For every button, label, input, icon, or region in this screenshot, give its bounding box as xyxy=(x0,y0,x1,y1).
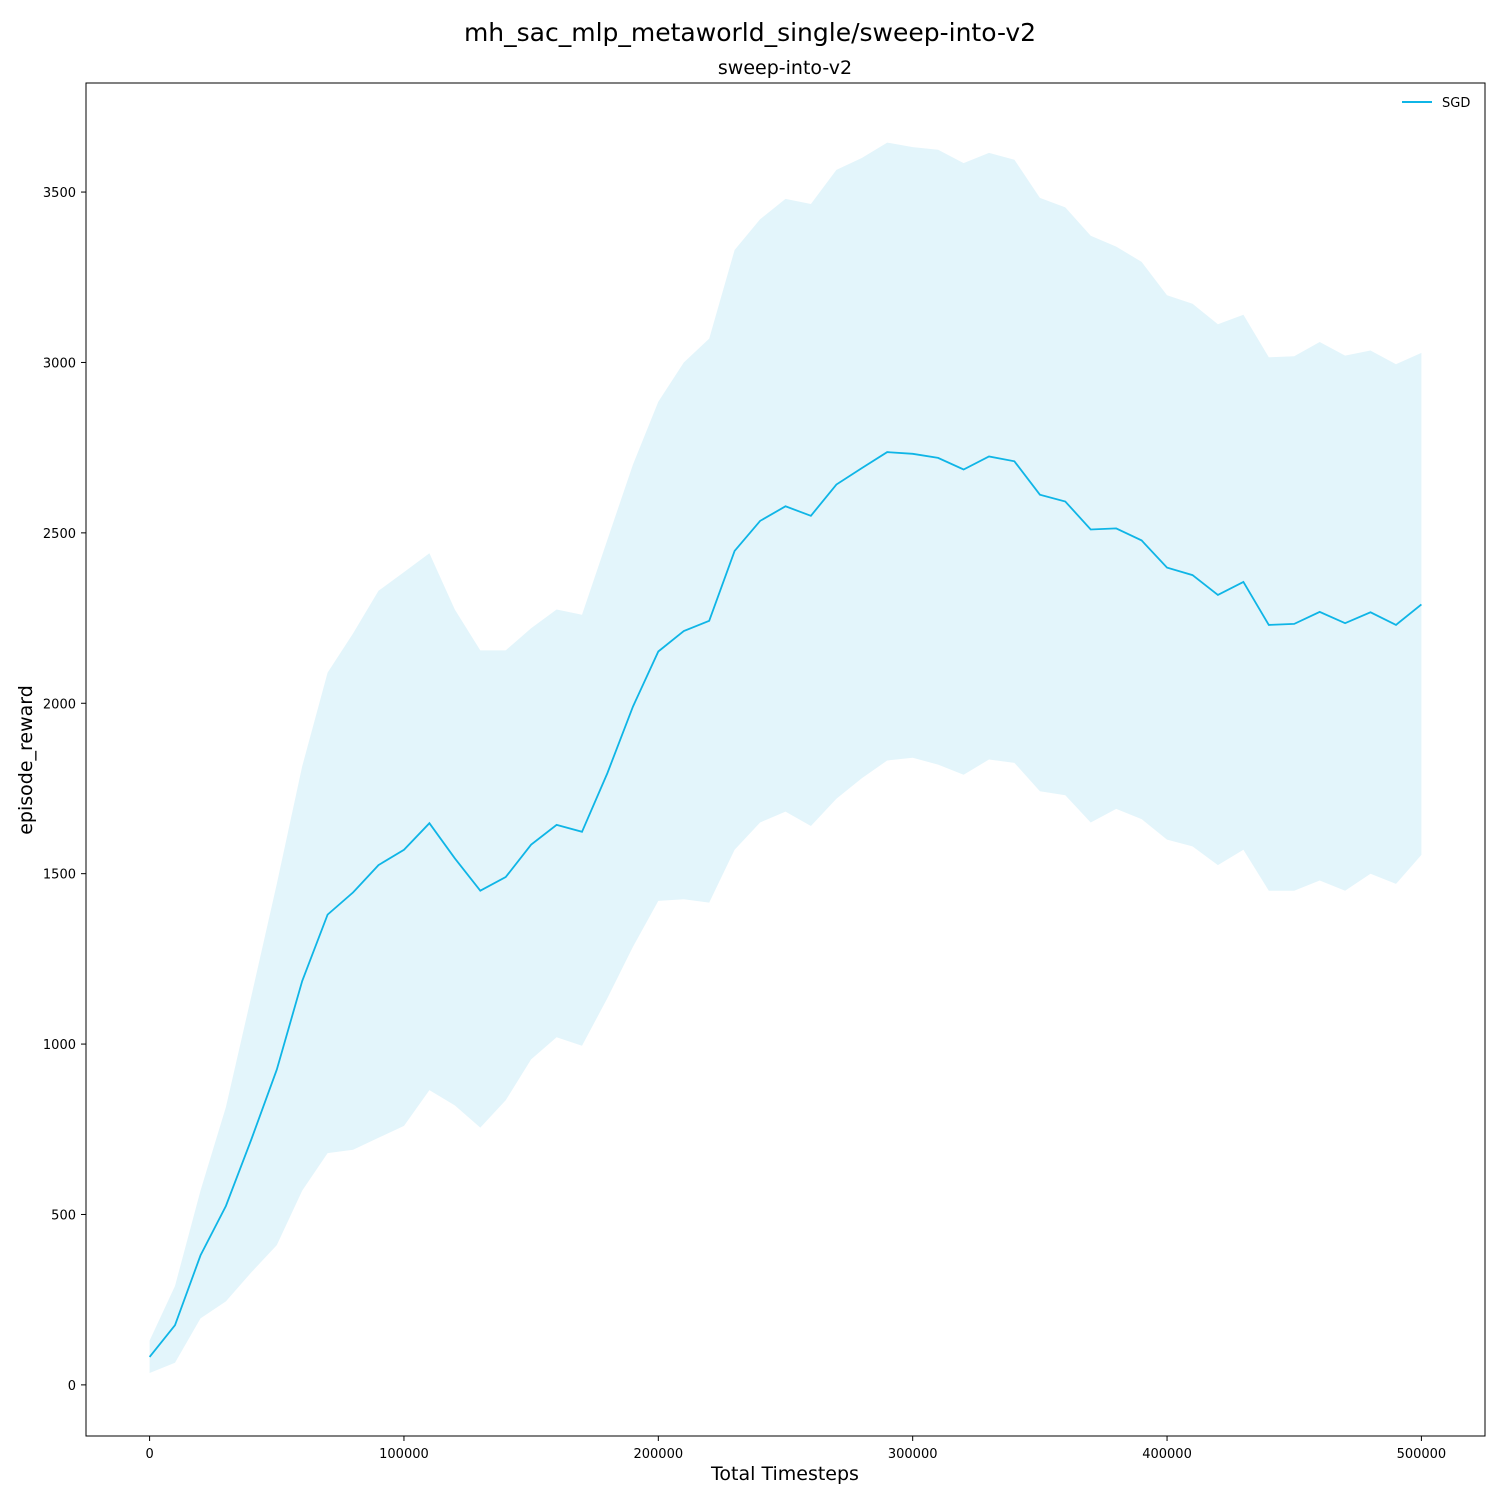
data-point xyxy=(326,913,330,917)
data-point xyxy=(249,1138,253,1142)
data-point xyxy=(1216,593,1220,597)
legend-label-sgd: SGD xyxy=(1442,96,1470,111)
data-point xyxy=(1140,538,1144,542)
data-point xyxy=(1063,500,1067,504)
axes-frame xyxy=(85,82,1486,1437)
data-point xyxy=(427,821,431,825)
data-point xyxy=(504,875,508,879)
x-axis-label: Total Timesteps xyxy=(710,1463,859,1485)
data-point xyxy=(300,979,304,983)
data-point xyxy=(631,705,635,709)
data-point xyxy=(555,823,559,827)
data-point xyxy=(733,549,737,553)
x-tick-label: 400000 xyxy=(1142,1447,1192,1462)
data-point xyxy=(1165,566,1169,570)
data-point xyxy=(1241,580,1245,584)
x-tick-label: 0 xyxy=(145,1447,153,1462)
data-point xyxy=(1267,623,1271,627)
plot-area xyxy=(148,142,1423,1374)
data-point xyxy=(275,1068,279,1072)
data-point xyxy=(987,455,991,459)
data-point xyxy=(351,890,355,894)
data-point xyxy=(1089,528,1093,532)
x-tick-label: 500000 xyxy=(1397,1447,1447,1462)
x-axis-ticks: 0 100000 200000 300000 400000 500000 xyxy=(145,1436,1446,1462)
chart-suptitle: mh_sac_mlp_metaworld_single/sweep-into-v… xyxy=(464,18,1036,47)
data-point xyxy=(1114,526,1118,530)
data-point xyxy=(402,848,406,852)
data-point xyxy=(1419,602,1423,606)
data-point xyxy=(1012,459,1016,463)
y-tick-label: 1500 xyxy=(43,868,76,883)
data-point xyxy=(936,456,940,460)
data-point xyxy=(656,650,660,654)
data-point xyxy=(1394,623,1398,627)
chart-title: sweep-into-v2 xyxy=(718,57,852,79)
legend: SGD xyxy=(1402,96,1470,111)
data-point xyxy=(529,843,533,847)
sgd-confidence-band xyxy=(149,142,1422,1374)
y-axis-label: episode_reward xyxy=(15,685,37,835)
data-point xyxy=(1369,610,1373,614)
data-point xyxy=(453,856,457,860)
y-tick-label: 2000 xyxy=(43,697,76,712)
data-point xyxy=(173,1323,177,1327)
data-point xyxy=(758,519,762,523)
data-point xyxy=(885,450,889,454)
data-point xyxy=(377,863,381,867)
data-point xyxy=(682,629,686,633)
y-tick-label: 1000 xyxy=(43,1038,76,1053)
y-tick-label: 3000 xyxy=(43,356,76,371)
data-point xyxy=(478,889,482,893)
data-point xyxy=(784,504,788,508)
x-tick-label: 300000 xyxy=(888,1447,938,1462)
data-point xyxy=(860,466,864,470)
y-tick-label: 2500 xyxy=(43,527,76,542)
y-tick-label: 0 xyxy=(68,1379,76,1394)
data-point xyxy=(1191,573,1195,577)
data-point xyxy=(148,1355,152,1359)
data-point xyxy=(1343,621,1347,625)
data-point xyxy=(580,830,584,834)
x-tick-label: 100000 xyxy=(379,1447,429,1462)
data-point xyxy=(224,1204,228,1208)
data-point xyxy=(809,514,813,518)
y-tick-label: 500 xyxy=(51,1208,76,1223)
sgd-mean-line xyxy=(148,451,1422,1358)
data-point xyxy=(1318,610,1322,614)
data-point xyxy=(834,483,838,487)
x-tick-label: 200000 xyxy=(633,1447,683,1462)
y-axis-ticks: 0 500 1000 1500 2000 2500 3000 3500 xyxy=(43,186,86,1394)
data-point xyxy=(1292,622,1296,626)
data-point xyxy=(962,468,966,472)
data-point xyxy=(911,452,915,456)
data-point xyxy=(1038,493,1042,497)
data-point xyxy=(199,1253,203,1257)
y-tick-label: 3500 xyxy=(43,186,76,201)
data-point xyxy=(707,619,711,623)
data-point xyxy=(605,771,609,775)
